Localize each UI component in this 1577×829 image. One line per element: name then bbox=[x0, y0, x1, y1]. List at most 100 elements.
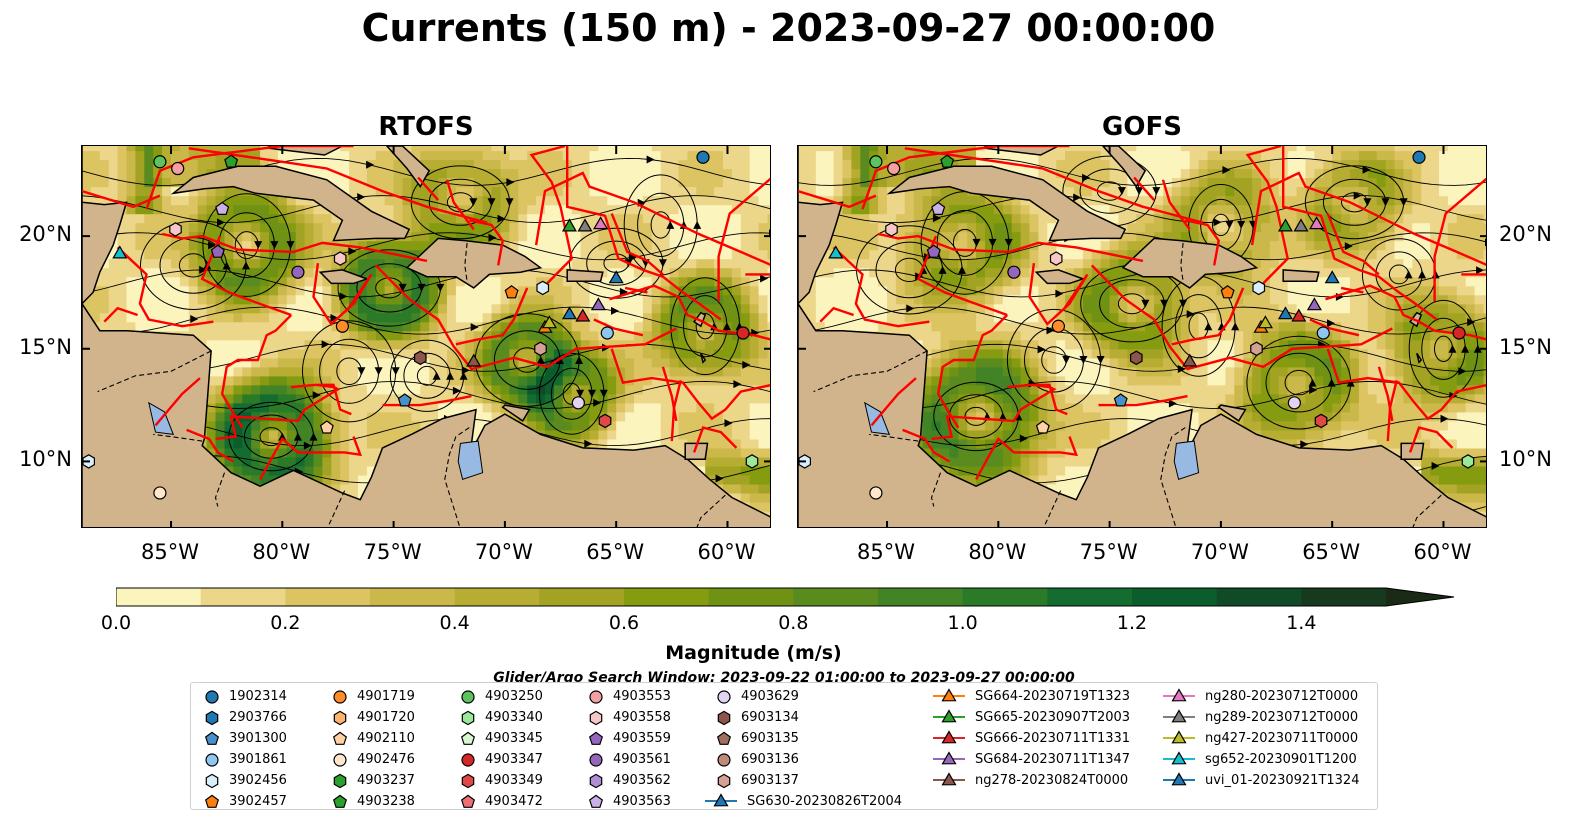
legend-item: 6903137 bbox=[715, 770, 799, 790]
marker-3901861 bbox=[1316, 326, 1330, 340]
circle-marker-icon bbox=[589, 753, 603, 767]
colorbar-segment bbox=[1216, 588, 1302, 606]
legend-swatch bbox=[717, 690, 731, 704]
legend-swatch bbox=[941, 730, 957, 744]
legend-item: SG666-20230711T1331 bbox=[931, 728, 1130, 748]
hexagon-marker-icon bbox=[205, 773, 219, 789]
colorbar-tick-label: 0.0 bbox=[100, 612, 132, 634]
triangle-marker-icon bbox=[933, 709, 965, 723]
legend-item-label: 1902314 bbox=[229, 688, 287, 704]
legend-item: 4903558 bbox=[587, 707, 671, 727]
colorbar-segment bbox=[708, 588, 794, 606]
legend-swatch bbox=[461, 753, 475, 767]
y-tick-label: 15°N bbox=[19, 334, 72, 359]
legend-item-label: 4901720 bbox=[357, 709, 415, 725]
legend-item: SG630-20230826T2004 bbox=[703, 791, 902, 811]
frame-ticks bbox=[82, 146, 770, 527]
marker-3902457 bbox=[1220, 285, 1235, 299]
pentagon-marker-icon bbox=[460, 731, 476, 745]
hexagon-marker-icon bbox=[717, 710, 731, 726]
legend-item-label: 6903137 bbox=[741, 772, 799, 788]
marker-3901300 bbox=[397, 393, 412, 407]
y-tick-label: 20°N bbox=[1499, 222, 1552, 247]
marker-6903134 bbox=[414, 350, 427, 366]
marker-4902110 bbox=[319, 420, 334, 434]
marker-ng278-20230824T0000 bbox=[1182, 353, 1198, 367]
legend-swatch bbox=[461, 710, 475, 726]
legend-item-label: 4903238 bbox=[357, 793, 415, 809]
marker-SG666-20230711T1331 bbox=[1291, 308, 1307, 322]
marker-3901300 bbox=[1113, 393, 1128, 407]
marker-ng289-20230712T0000 bbox=[1293, 218, 1309, 232]
legend-swatch bbox=[588, 794, 604, 808]
marker-4903347 bbox=[1452, 326, 1466, 340]
legend-swatch bbox=[460, 794, 476, 808]
marker-3902456 bbox=[536, 280, 550, 296]
legend-swatch bbox=[332, 794, 348, 808]
marker-4901719 bbox=[1051, 319, 1066, 333]
legend-item: SG665-20230907T2003 bbox=[931, 707, 1130, 727]
colorbar-tick-label: 0.4 bbox=[439, 612, 470, 634]
marker-4903563 bbox=[931, 201, 946, 216]
colorbar bbox=[116, 587, 1455, 607]
x-tick-label: 65°W bbox=[586, 540, 645, 564]
triangle-marker-icon bbox=[705, 793, 737, 807]
colorbar-label: Magnitude (m/s) bbox=[665, 642, 842, 664]
panel-title-gofs: GOFS bbox=[1102, 112, 1182, 142]
triangle-marker-icon bbox=[1163, 772, 1195, 786]
circle-marker-icon bbox=[205, 690, 219, 704]
legend-swatch bbox=[589, 773, 603, 789]
legend-item: 4903562 bbox=[587, 770, 671, 790]
hexagon-marker-icon bbox=[589, 773, 603, 789]
colorbar-tick-label: 1.2 bbox=[1116, 612, 1148, 634]
x-tick-label: 80°W bbox=[252, 540, 311, 564]
marker-4903553 bbox=[887, 161, 901, 176]
marker-SG630-20230826T2004 bbox=[561, 306, 577, 320]
legend-item-label: uvi_01-20230921T1324 bbox=[1205, 772, 1360, 788]
legend-item-label: 4903562 bbox=[613, 772, 671, 788]
y-tick-label: 15°N bbox=[1499, 334, 1552, 359]
legend-swatch bbox=[204, 794, 220, 808]
legend-item-label: 4903559 bbox=[613, 730, 671, 746]
x-tick-label: 75°W bbox=[363, 540, 422, 564]
marker-4903559 bbox=[926, 244, 941, 258]
colorbar-tick-label: 0.2 bbox=[270, 612, 301, 634]
marker-3902457 bbox=[504, 285, 519, 299]
colorbar-tick-label: 0.6 bbox=[608, 612, 640, 634]
frame-ticks bbox=[798, 146, 1486, 527]
legend-swatch bbox=[461, 690, 475, 704]
legend-item: 4903349 bbox=[459, 770, 543, 790]
legend-item: 4903237 bbox=[331, 770, 415, 790]
legend-item-label: 6903136 bbox=[741, 751, 799, 767]
marker-uvi_01-20230921T1324 bbox=[1324, 270, 1340, 284]
marker-ng280-20230712T0000 bbox=[1309, 216, 1325, 230]
legend-swatch bbox=[333, 710, 347, 726]
legend-swatch bbox=[941, 688, 957, 702]
marker-SG665-20230907T2003 bbox=[1277, 218, 1293, 232]
marker-4903340 bbox=[745, 454, 759, 469]
legend-item-label: SG664-20230719T1323 bbox=[975, 688, 1131, 704]
marker-4903349 bbox=[598, 413, 612, 429]
marker-1902314 bbox=[1412, 150, 1426, 164]
x-tick-label: 80°W bbox=[968, 540, 1027, 564]
legend-item: SG684-20230711T1347 bbox=[931, 749, 1130, 769]
legend-item-label: 4902476 bbox=[357, 751, 415, 767]
marker-4903238 bbox=[940, 154, 955, 168]
legend-item: 4901720 bbox=[331, 707, 415, 727]
legend-item: 4903250 bbox=[459, 686, 543, 706]
rtofs-map-svg bbox=[82, 146, 770, 527]
legend-swatch bbox=[205, 690, 219, 704]
colorbar-segment bbox=[200, 588, 286, 606]
marker-4902110 bbox=[1035, 420, 1050, 434]
marker-6903137 bbox=[534, 341, 547, 357]
legend-item-label: 4903563 bbox=[613, 793, 671, 809]
legend-item: 3901300 bbox=[203, 728, 287, 748]
pentagon-marker-icon bbox=[204, 794, 220, 808]
marker-ng280-20230712T0000 bbox=[593, 216, 609, 230]
legend-item: 4903347 bbox=[459, 749, 543, 769]
legend-item-label: 4903561 bbox=[613, 751, 671, 767]
legend-item-label: 3902456 bbox=[229, 772, 287, 788]
legend-item-label: 4903558 bbox=[613, 709, 671, 725]
pentagon-marker-icon bbox=[332, 731, 348, 745]
legend-item-label: SG630-20230826T2004 bbox=[747, 793, 903, 809]
